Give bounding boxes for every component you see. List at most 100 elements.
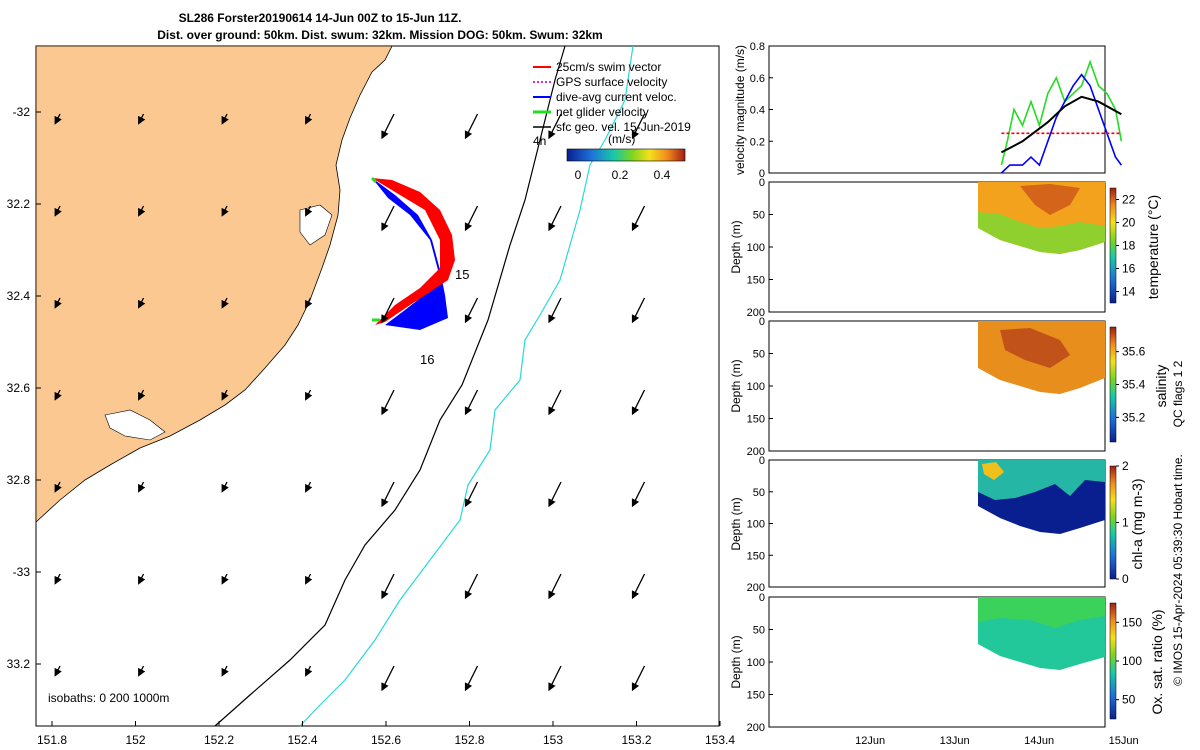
geo-vel-arrow: [464, 665, 479, 692]
interval-label: 4h: [533, 134, 546, 148]
salinity-ylabel: Depth (m): [729, 359, 743, 412]
geo-vel-arrow: [381, 389, 395, 416]
depth-tick-label: 150: [747, 690, 765, 702]
geo-vel-arrow: [631, 389, 646, 416]
time-axis: 12Jun 13Jun 14Jun 15Jun: [855, 735, 1138, 747]
salinity-high-core: [1000, 328, 1070, 368]
temperature-deep-layer: [978, 212, 1105, 254]
speed-colorbar-tick-0: 0: [575, 168, 582, 182]
isobath-200m: [214, 45, 566, 727]
colorbar-tick-label: 100: [1122, 654, 1142, 668]
geo-vel-arrow: [548, 665, 562, 692]
geo-vel-arrow: [464, 297, 479, 324]
colorbar-tick-label: 1: [1122, 516, 1129, 530]
geo-vel-arrow: [381, 573, 395, 600]
oxygen-surface-layer: [978, 597, 1105, 628]
depth-tick-label: 50: [753, 349, 765, 361]
map-y-axis: -32 32.2 32.4 32.6 32.8 -33 33.2: [7, 105, 41, 671]
legend-label-swim-vector: 25cm/s swim vector: [556, 60, 661, 74]
swim-vector-band: [372, 178, 455, 325]
velocity-ylabel: velocity magnitude (m/s): [733, 45, 747, 175]
geo-vel-arrow: [221, 573, 229, 585]
time-tick-label: 15Jun: [1109, 735, 1139, 747]
temperature-warm-core: [1020, 184, 1080, 215]
geo-vel-arrow: [305, 665, 313, 677]
geo-vel-arrow: [221, 665, 229, 677]
depth-tick-label: 200: [747, 582, 765, 594]
depth-tick-label: 0: [759, 455, 765, 467]
map-legend: 25cm/s swim vector GPS surface velocity …: [533, 60, 691, 182]
geo-vel-arrow: [464, 573, 479, 600]
geo-vel-arrow: [548, 389, 562, 416]
time-tick-label: 12Jun: [855, 735, 885, 747]
geo-vel-arrow: [138, 113, 146, 125]
velocity-series: [1000, 59, 1123, 174]
chlorophyll-colorbar-label: chl-a (mg m-3): [1129, 478, 1145, 569]
geo-vel-arrow: [305, 113, 313, 125]
geo-vel-arrow: [305, 573, 313, 585]
glider-track: [370, 176, 455, 330]
geo-vel-arrow: [305, 389, 313, 401]
depth-tick-label: 100: [747, 519, 765, 531]
map-x-tick-label: 151.8: [37, 733, 67, 747]
geo-vel-arrow: [221, 113, 229, 125]
velocity-y-tick-label: 0.6: [750, 73, 765, 85]
geo-vel-arrow: [54, 297, 62, 309]
geo-vel-arrow: [54, 573, 62, 585]
geo-vel-arrow: [138, 573, 146, 585]
depth-tick-label: 150: [747, 414, 765, 426]
geo-vel-arrow: [221, 389, 229, 401]
geo-vel-arrow: [138, 205, 146, 217]
geo-vel-arrow: [464, 389, 479, 416]
geo-vel-arrow: [221, 205, 229, 217]
depth-tick-label: 50: [753, 625, 765, 637]
geo-vel-arrow: [631, 481, 646, 508]
geo-vel-arrow: [138, 481, 146, 493]
geo-vel-arrow: [464, 113, 479, 140]
geo-vel-arrow: [381, 297, 395, 324]
colorbar-tick-label: 35.4: [1122, 378, 1146, 392]
geo-vel-arrow: [548, 113, 562, 140]
oxygen-colorbar: [1109, 602, 1117, 720]
velocity-series-line: [1000, 59, 1123, 166]
colorbar-tick-label: 0: [1122, 572, 1129, 586]
geo-vel-arrow: [631, 113, 646, 140]
oxygen-ylabel: Depth (m): [729, 635, 743, 688]
map-x-tick-label: 152.2: [204, 733, 234, 747]
chlorophyll-patch: [982, 462, 1004, 480]
velocity-y-axis: 0 0.2 0.4 0.6 0.8: [750, 41, 773, 180]
colorbar-unit: (m/s): [608, 132, 635, 146]
map-x-tick-label: 153: [543, 733, 563, 747]
geo-vel-arrow: [138, 297, 146, 309]
geo-vel-arrow: [54, 113, 62, 125]
geo-vel-arrow: [631, 205, 646, 232]
colorbar-tick-label: 14: [1122, 285, 1136, 299]
map-panel: 15 16 25cm/s swim vector GPS surface vel…: [7, 45, 735, 747]
depth-tick-label: 50: [753, 210, 765, 222]
geo-vel-arrow: [54, 665, 62, 677]
colorbar-tick-label: 35.6: [1122, 345, 1146, 359]
colorbar-tick-label: 150: [1122, 615, 1142, 629]
title-line-1: SL286 Forster20190614 14-Jun 00Z to 15-J…: [179, 11, 462, 25]
geo-vel-arrow: [381, 113, 395, 140]
depth-tick-label: 150: [747, 275, 765, 287]
geo-vel-arrow: [305, 205, 313, 217]
chlorophyll-ylabel: Depth (m): [729, 497, 743, 550]
map-x-tick-label: 152: [125, 733, 145, 747]
colorbar-tick-label: 20: [1122, 216, 1136, 230]
depth-tick-label: 100: [747, 657, 765, 669]
side-note: QC flags 1 2: [1171, 360, 1185, 427]
geo-vel-arrow: [305, 481, 313, 493]
geo-vel-arrow: [138, 389, 146, 401]
geo-vel-arrow: [305, 297, 313, 309]
colorbar-tick-label: 18: [1122, 239, 1136, 253]
coastline-estuary: [104, 409, 166, 441]
geo-vel-arrow: [381, 481, 395, 508]
temperature-panel: Depth (m) temperature (°C): [729, 181, 1161, 313]
depth-tick-label: 200: [747, 722, 765, 734]
temperature-colorbar: [1109, 187, 1117, 304]
day-label-16: 16: [420, 352, 434, 367]
map-y-tick-label: 32.2: [7, 197, 31, 211]
time-tick-label: 14Jun: [1024, 735, 1054, 747]
speed-colorbar-tick-1: 0.2: [612, 168, 629, 182]
